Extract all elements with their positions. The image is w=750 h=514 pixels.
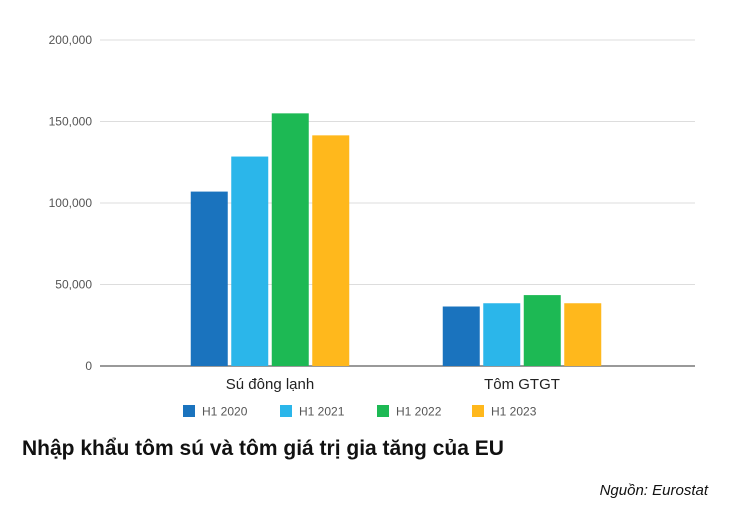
- y-tick-label: 50,000: [55, 278, 92, 292]
- category-label: Sú đông lạnh: [226, 376, 314, 393]
- legend-swatch: [377, 405, 389, 417]
- legend-swatch: [183, 405, 195, 417]
- bar-h1-2023-1: [564, 303, 602, 366]
- y-axis-ticks: 0 50,000 100,000 150,000 200,000: [49, 33, 93, 373]
- y-tick-label: 0: [85, 359, 92, 373]
- legend: H1 2020 H1 2021 H1 2022 H1 2023: [183, 405, 537, 419]
- bar-h1-2023-0: [312, 135, 350, 366]
- bar-h1-2020-1: [442, 306, 480, 366]
- legend-label: H1 2021: [299, 405, 345, 419]
- bar-h1-2021-0: [231, 156, 269, 366]
- legend-label: H1 2023: [491, 405, 537, 419]
- bar-h1-2022-0: [271, 113, 309, 366]
- bars: [190, 113, 602, 366]
- bar-chart: 0 50,000 100,000 150,000 200,000 Sú đông lạn…: [49, 33, 695, 419]
- category-label: Tôm GTGT: [484, 376, 560, 393]
- legend-label: H1 2020: [202, 405, 248, 419]
- bar-h1-2022-1: [523, 295, 561, 366]
- legend-label: H1 2022: [396, 405, 442, 419]
- source-note: Nguồn: Eurostat: [599, 482, 708, 499]
- legend-swatch: [472, 405, 484, 417]
- y-tick-label: 100,000: [49, 196, 93, 210]
- y-tick-label: 150,000: [49, 115, 93, 129]
- y-tick-label: 200,000: [49, 33, 93, 47]
- bar-h1-2021-1: [483, 303, 521, 366]
- legend-swatch: [280, 405, 292, 417]
- chart-title: Nhập khẩu tôm sú và tôm giá trị gia tăng…: [22, 437, 504, 460]
- x-axis-categories: Sú đông lạnh Tôm GTGT: [226, 376, 560, 393]
- bar-h1-2020-0: [190, 191, 228, 366]
- gridlines: [100, 39, 695, 367]
